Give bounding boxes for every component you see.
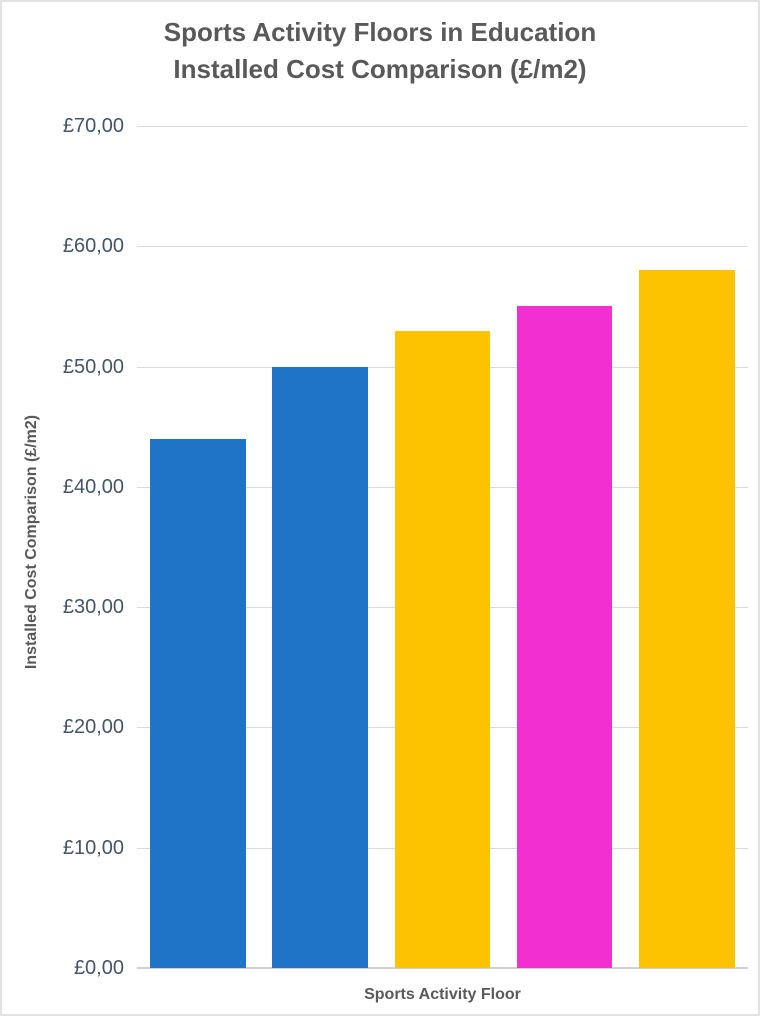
bar-4 [516,306,613,968]
bar-1 [150,438,246,968]
y-tick-label: £50,00 [62,355,124,378]
bar-2 [272,366,369,968]
chart-title-line2: Installed Cost Comparison (£/m2) [173,54,587,84]
y-tick-label: £30,00 [62,596,124,619]
x-axis-line [137,967,748,969]
y-tick-label: £20,00 [62,716,124,739]
y-tick-label: £70,00 [62,115,124,137]
gridline [137,126,748,127]
plot-area [137,126,748,969]
y-tick-label: £40,00 [62,475,124,498]
chart-title: Sports Activity Floors in Education Inst… [2,14,758,88]
y-tick-labels: £0,00 £10,00 £20,00 £30,00 £40,00 £50,00 £60,0… [2,115,128,979]
bar-5 [639,270,735,968]
y-tick-label: £0,00 [73,957,124,979]
y-tick-label: £10,00 [62,836,124,859]
y-tick-label: £60,00 [62,235,124,258]
gridline [137,246,748,248]
bar-3 [394,330,491,968]
chart-title-line1: Sports Activity Floors in Education [163,17,597,47]
x-axis-title: Sports Activity Floor [364,986,521,1003]
